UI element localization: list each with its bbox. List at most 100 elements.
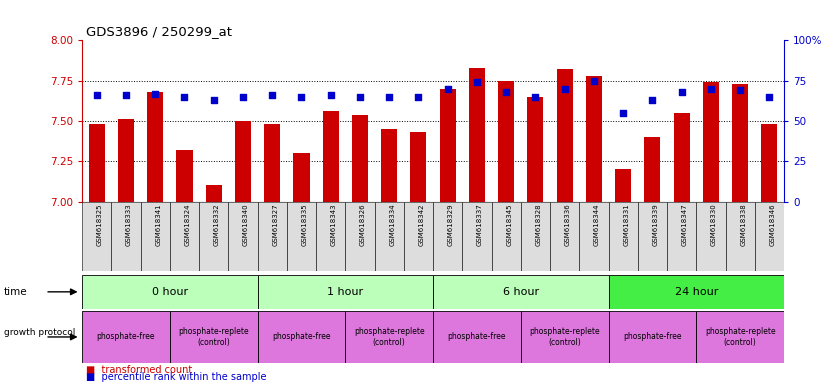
Bar (170, 202, 200, 271)
Text: GSM618334: GSM618334 (389, 204, 395, 246)
Point (412, 94, 425, 100)
Bar (140, 202, 170, 271)
Point (207, 97, 220, 103)
Bar (557, 70, 573, 202)
Text: GSM618341: GSM618341 (155, 204, 161, 246)
Bar (492, 202, 521, 271)
Point (178, 94, 191, 100)
Bar (200, 202, 228, 271)
Text: phosphate-replete
(control): phosphate-replete (control) (178, 327, 249, 347)
Bar (264, 124, 280, 202)
Text: phosphate-replete
(control): phosphate-replete (control) (354, 327, 424, 347)
Text: GSM618327: GSM618327 (273, 204, 278, 246)
Bar (469, 68, 485, 202)
Point (587, 78, 600, 84)
Bar (644, 137, 660, 202)
Bar (346, 311, 433, 363)
Bar (521, 202, 550, 271)
Point (295, 94, 308, 100)
Bar (258, 311, 346, 363)
Text: GDS3896 / 250299_at: GDS3896 / 250299_at (86, 25, 232, 38)
Point (734, 87, 747, 93)
Text: GSM618324: GSM618324 (185, 204, 190, 246)
Point (763, 94, 776, 100)
Text: GSM618347: GSM618347 (681, 204, 688, 246)
Text: GSM618332: GSM618332 (213, 204, 220, 246)
Bar (433, 202, 462, 271)
Bar (667, 202, 696, 271)
Text: phosphate-free: phosphate-free (623, 333, 681, 341)
Text: phosphate-free: phosphate-free (447, 333, 507, 341)
Bar (404, 202, 433, 271)
Point (324, 92, 337, 98)
Bar (228, 202, 258, 271)
Bar (433, 311, 521, 363)
Bar (147, 92, 163, 202)
Bar (638, 202, 667, 271)
Text: ■  percentile rank within the sample: ■ percentile rank within the sample (86, 372, 267, 382)
Text: GSM618337: GSM618337 (477, 204, 483, 247)
Bar (608, 202, 638, 271)
Text: GSM618330: GSM618330 (711, 204, 717, 247)
Text: phosphate-free: phosphate-free (97, 333, 155, 341)
Text: phosphate-replete
(control): phosphate-replete (control) (530, 327, 600, 347)
Bar (82, 275, 258, 309)
Text: GSM618336: GSM618336 (565, 204, 571, 247)
Bar (323, 111, 339, 202)
Text: GSM618326: GSM618326 (360, 204, 366, 246)
Bar (696, 202, 726, 271)
Bar (258, 202, 287, 271)
Point (617, 110, 630, 116)
Bar (761, 124, 777, 202)
Bar (674, 113, 690, 202)
Bar (521, 311, 608, 363)
Text: growth protocol: growth protocol (4, 328, 76, 337)
Text: GSM618333: GSM618333 (126, 204, 132, 247)
Text: 1 hour: 1 hour (328, 287, 364, 297)
Bar (177, 150, 192, 202)
Text: GSM618344: GSM618344 (594, 204, 600, 246)
Bar (580, 202, 608, 271)
Bar (550, 202, 580, 271)
Bar (433, 275, 608, 309)
Point (470, 79, 484, 85)
Bar (440, 89, 456, 202)
Text: GSM618331: GSM618331 (623, 204, 629, 247)
Text: GSM618345: GSM618345 (507, 204, 512, 246)
Bar (410, 132, 426, 202)
Point (353, 94, 366, 100)
Bar (608, 275, 784, 309)
Text: 6 hour: 6 hour (502, 287, 539, 297)
Bar (696, 311, 784, 363)
Bar (726, 202, 754, 271)
Point (675, 89, 688, 95)
Text: GSM618329: GSM618329 (447, 204, 454, 246)
Point (149, 91, 162, 97)
Text: ■  transformed count: ■ transformed count (86, 365, 192, 375)
Bar (352, 114, 368, 202)
Bar (615, 169, 631, 202)
Bar (287, 202, 316, 271)
Bar (346, 202, 374, 271)
Bar (374, 202, 404, 271)
Text: 24 hour: 24 hour (675, 287, 718, 297)
Bar (82, 311, 170, 363)
Point (500, 89, 513, 95)
Point (441, 86, 454, 92)
Text: GSM618343: GSM618343 (331, 204, 337, 246)
Point (90, 92, 103, 98)
Text: phosphate-free: phosphate-free (273, 333, 331, 341)
Point (558, 86, 571, 92)
Bar (316, 202, 346, 271)
Text: GSM618325: GSM618325 (97, 204, 103, 246)
Bar (586, 76, 602, 202)
Bar (498, 81, 514, 202)
Bar (82, 202, 112, 271)
Text: 0 hour: 0 hour (152, 287, 188, 297)
Point (383, 94, 396, 100)
Point (529, 94, 542, 100)
Text: GSM618340: GSM618340 (243, 204, 249, 246)
Bar (118, 119, 134, 202)
Bar (754, 202, 784, 271)
Text: GSM618335: GSM618335 (301, 204, 307, 246)
